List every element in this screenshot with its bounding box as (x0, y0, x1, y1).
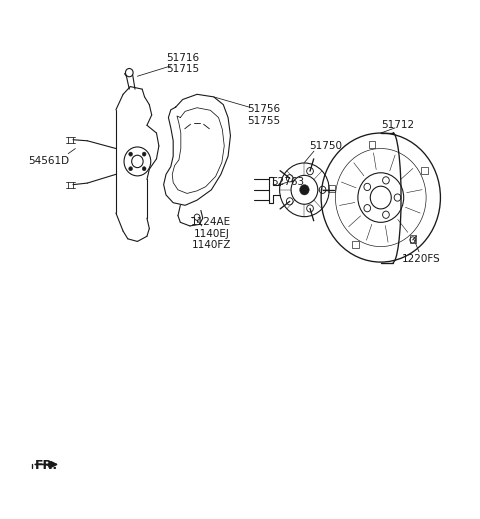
Bar (369, 141, 375, 148)
Bar (421, 167, 428, 174)
Circle shape (300, 185, 309, 195)
Text: 51750: 51750 (310, 141, 342, 151)
Bar (352, 241, 359, 248)
Bar (409, 236, 416, 243)
Circle shape (142, 152, 146, 156)
Bar (328, 185, 335, 192)
Text: FR.: FR. (35, 459, 58, 472)
Text: 51756
51755: 51756 51755 (247, 104, 280, 126)
Text: 52763: 52763 (271, 177, 304, 187)
Circle shape (129, 167, 132, 171)
Text: 1124AE
1140EJ
1140FZ: 1124AE 1140EJ 1140FZ (192, 217, 231, 250)
Text: 51716
51715: 51716 51715 (166, 52, 199, 74)
Text: 54561D: 54561D (28, 156, 70, 167)
Text: 1220FS: 1220FS (402, 254, 441, 265)
Text: 51712: 51712 (381, 120, 414, 130)
Circle shape (129, 152, 132, 156)
Circle shape (142, 167, 146, 171)
